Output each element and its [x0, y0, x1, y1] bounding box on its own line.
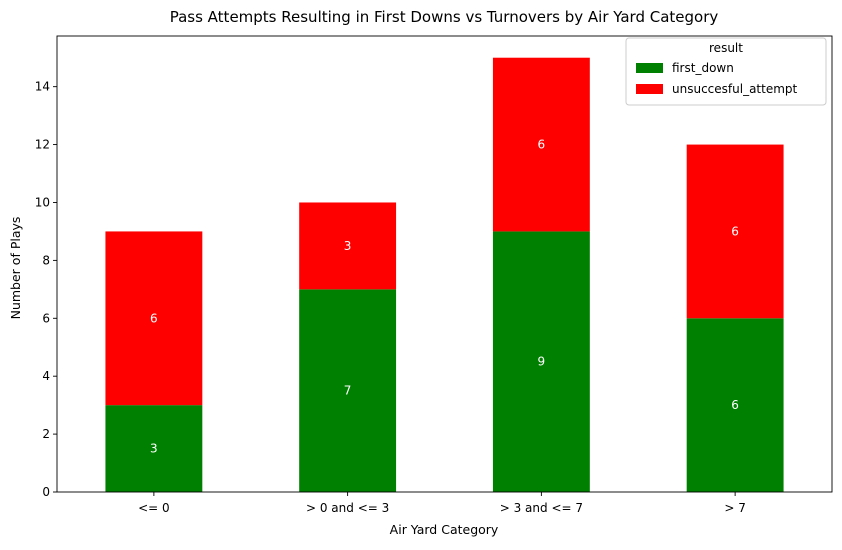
legend-box	[625, 37, 827, 106]
data-label-unsuccesful_attempt-3: 6	[538, 138, 546, 152]
x-tick-label: > 3 and <= 7	[500, 501, 583, 515]
data-label-first_down-2: 7	[344, 384, 352, 398]
bar-segment-first_down-4	[686, 318, 784, 492]
plot-area: 3 6 7 3 9 6 6 6 <= 0 > 0 and <= 3 > 3 and <= 7 > 7 0…	[35, 35, 833, 515]
y-tick-label: 10	[35, 195, 50, 209]
legend-label-unsuccesful_attempt: unsuccesful_attempt	[672, 82, 798, 96]
x-tick-label: > 7	[724, 501, 746, 515]
y-tick-label: 12	[35, 138, 50, 152]
bar-segment-unsuccesful_attempt-1	[105, 231, 203, 406]
legend-swatch-unsuccesful_attempt	[636, 84, 663, 94]
chart-title: Pass Attempts Resulting in First Downs v…	[170, 8, 719, 26]
x-tick-label: > 0 and <= 3	[306, 501, 389, 515]
legend-title: result	[709, 41, 743, 55]
y-tick-label: 2	[42, 427, 50, 441]
plot-frame	[56, 35, 833, 493]
bar-segment-unsuccesful_attempt-3	[492, 57, 590, 232]
x-axis-label: Air Yard Category	[390, 522, 499, 537]
bar-segment-unsuccesful_attempt-2	[299, 202, 397, 290]
bar-segment-first_down-3	[492, 231, 590, 492]
legend-label-first_down: first_down	[672, 61, 734, 75]
y-axis-label: Number of Plays	[8, 217, 23, 320]
data-label-unsuccesful_attempt-4: 6	[731, 224, 739, 238]
data-label-first_down-4: 6	[731, 398, 739, 412]
bar-segment-first_down-2	[299, 289, 397, 492]
bar-segment-unsuccesful_attempt-4	[686, 144, 784, 319]
y-tick-label: 8	[42, 253, 50, 267]
y-tick-label: 0	[42, 485, 50, 499]
bar-segment-first_down-1	[105, 405, 203, 492]
data-label-first_down-1: 3	[150, 442, 158, 456]
x-tick-label: <= 0	[138, 501, 170, 515]
y-tick-label: 14	[35, 80, 50, 94]
data-label-unsuccesful_attempt-2: 3	[344, 239, 352, 253]
data-label-unsuccesful_attempt-1: 6	[150, 311, 158, 325]
y-tick-label: 6	[42, 311, 50, 325]
legend: result first_down unsuccesful_attempt	[625, 37, 827, 106]
legend-swatch-first_down	[636, 63, 663, 73]
y-tick-label: 4	[42, 369, 50, 383]
data-label-first_down-3: 9	[538, 355, 546, 369]
